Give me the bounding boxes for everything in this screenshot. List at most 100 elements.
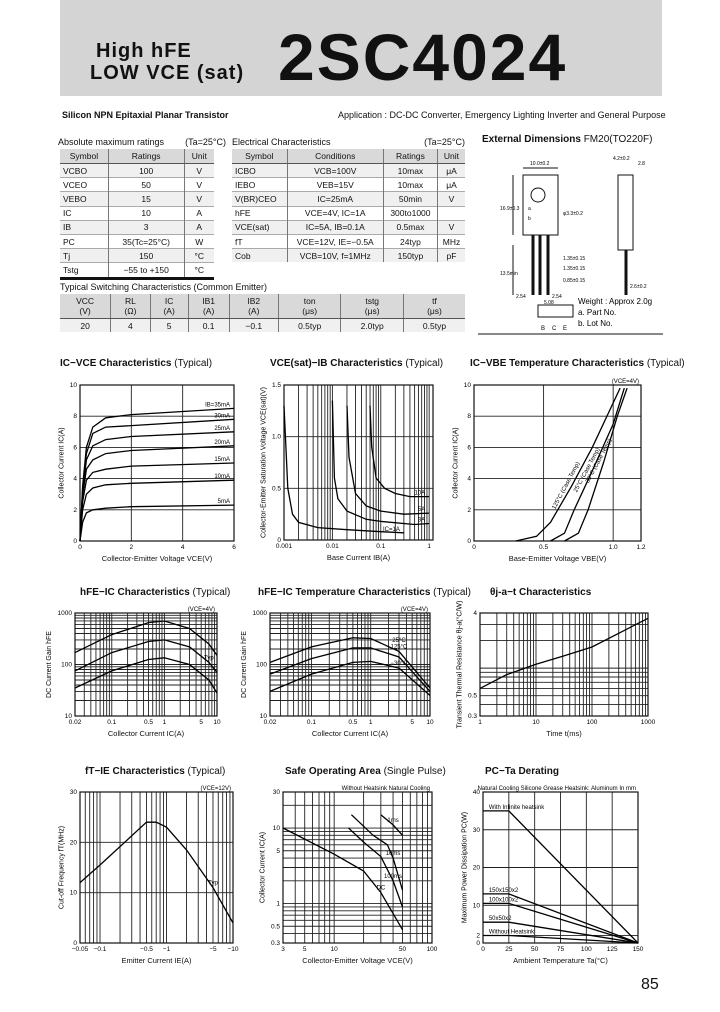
table-cell: 3 [107, 219, 184, 235]
dimension-label: 2.6±0.2 [630, 284, 647, 290]
table-cell: 15 [107, 191, 184, 207]
series-line [74, 620, 218, 656]
series-label: 100ms [384, 874, 402, 880]
x-axis-label: Collector Current IC(A) [311, 729, 389, 738]
elec-cond: (Ta=25°C) [424, 137, 465, 147]
x-axis-label: Collector Current IC(A) [107, 729, 185, 738]
x-tick-label: 5 [410, 719, 414, 726]
x-tick-label: 100 [581, 946, 592, 953]
series-line [331, 400, 430, 526]
y-tick-label: 0.5 [271, 923, 280, 930]
dimension-label: 2.54 [516, 294, 526, 300]
table-cell: V [436, 219, 465, 235]
series-label: DC [377, 885, 386, 891]
pin-b: B [541, 326, 545, 332]
chart-title: hFE−IC Temperature Characteristics (Typi… [258, 587, 471, 598]
column-header: Symbol [232, 149, 288, 164]
plot-frame [74, 612, 218, 717]
series-line [283, 405, 404, 534]
y-tick-label: 6 [467, 444, 471, 451]
x-tick-label: 0.5 [144, 719, 153, 726]
series-line [350, 814, 404, 891]
chart-title-qualifier: (Typical) [192, 587, 231, 598]
plot-frame [269, 612, 431, 717]
column-header: IC (A) [149, 294, 189, 319]
y-tick-label: 100 [256, 662, 267, 669]
chart-title-qualifier: (Single Pulse) [383, 766, 446, 777]
y-tick-label: 0.3 [468, 713, 477, 720]
y-tick-label: 30 [473, 827, 481, 834]
x-axis-label: Emitter Current IE(A) [121, 956, 192, 965]
chart-title-qualifier: (Typical) [187, 766, 226, 777]
x-axis-label: Base Current IB(A) [326, 553, 391, 562]
x-tick-label: 75 [557, 946, 565, 953]
table-cell: IC=25mA [286, 191, 384, 207]
chart-title-main: θj-a−t Characteristics [490, 587, 592, 598]
series-label: 3A [418, 517, 425, 523]
x-tick-label: 10 [213, 719, 221, 726]
table-cell: IC=5A, IB=0.1A [286, 219, 384, 235]
series-label: With Infinite heatsink [489, 805, 545, 811]
table-cell: 50 [107, 177, 184, 192]
series-line [483, 902, 639, 944]
chart-title-main: PC−Ta Derating [485, 766, 559, 777]
y-tick-label: 10 [464, 382, 472, 389]
x-tick-label: 10 [331, 946, 339, 953]
table-row: PC 35(Tc=25°C) W [60, 233, 214, 249]
chart-title: IC−VBE Temperature Characteristics (Typi… [470, 358, 685, 369]
x-tick-label: 0 [78, 544, 82, 551]
table-cell: fT [232, 233, 288, 249]
y-tick-label: 1 [276, 901, 280, 908]
table-cell: 10 [107, 205, 184, 221]
header-row: VCC (V) RL (Ω) IC (A) IB1 (A) IB2 (A) ton (μs) tstg(… [60, 294, 465, 319]
x-tick-label: 100 [587, 719, 598, 726]
table-cell: 5 [149, 318, 189, 333]
table-cell: pF [436, 248, 465, 263]
series-line [346, 405, 430, 515]
y-tick-label: 40 [473, 789, 481, 796]
table-cell: IEBO [232, 177, 288, 192]
table-cell [436, 205, 465, 221]
x-tick-label: 50 [531, 946, 539, 953]
series-line [479, 617, 649, 689]
y-tick-label: 10 [473, 902, 481, 909]
x-axis-label: Base-Emitter Voltage VBE(V) [508, 554, 607, 563]
dimension-label: a [528, 206, 531, 212]
table-cell: VCBO [60, 162, 109, 178]
x-tick-label: 25 [505, 946, 513, 953]
header-symbol: ton [303, 296, 316, 306]
x-tick-label: −10 [227, 946, 238, 953]
y-tick-label: 30 [273, 789, 281, 796]
table-cell: 10max [382, 177, 438, 192]
header-symbol: tf [432, 296, 437, 306]
y-tick-label: 2 [73, 507, 77, 514]
table-cell: A [183, 219, 214, 235]
table-cell: A [183, 205, 214, 221]
x-tick-label: −0.05 [72, 946, 89, 953]
series-label: IC=1A [383, 527, 400, 533]
pin-c: C [552, 326, 557, 332]
x-tick-label: 5 [199, 719, 203, 726]
series-label: 15mA [214, 457, 230, 463]
description: Silicon NPN Epitaxial Planar Transistor [62, 110, 229, 120]
table-cell: VCB=100V [286, 162, 384, 178]
plot-frame [282, 791, 433, 944]
series-label: 25°C [392, 638, 406, 644]
series-label: 1ms [387, 818, 398, 824]
series-line [269, 637, 431, 689]
x-tick-label: 1 [427, 543, 431, 550]
y-tick-label: 1.0 [272, 434, 281, 441]
plot-frame [479, 612, 649, 717]
series-label: Typ [204, 655, 214, 661]
x-tick-label: 6 [232, 544, 236, 551]
header-line2: LOW VCE (sat) [90, 62, 245, 84]
chart-title: θj-a−t Characteristics [490, 587, 591, 598]
y-tick-label: 20 [70, 839, 78, 846]
series-line [269, 660, 431, 696]
x-axis-label: Collector-Emitter Voltage VCE(V) [302, 956, 413, 965]
series-line [483, 934, 639, 944]
x-tick-label: 0.5 [539, 544, 548, 551]
